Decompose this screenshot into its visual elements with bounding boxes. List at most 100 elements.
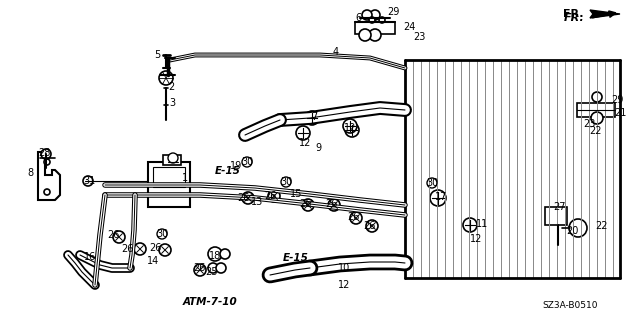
Text: 12: 12 xyxy=(470,234,482,244)
Text: 2: 2 xyxy=(168,82,174,92)
Text: 23: 23 xyxy=(413,32,425,42)
Text: 9: 9 xyxy=(315,143,321,153)
Polygon shape xyxy=(590,10,620,18)
Circle shape xyxy=(370,10,380,20)
Text: 7: 7 xyxy=(311,112,317,122)
Circle shape xyxy=(345,123,359,137)
Text: 22: 22 xyxy=(589,126,602,136)
Text: 5: 5 xyxy=(154,50,160,60)
Text: 10: 10 xyxy=(338,263,350,273)
Text: 26: 26 xyxy=(299,199,311,209)
Text: ATM-7-10: ATM-7-10 xyxy=(182,297,237,307)
Text: 12: 12 xyxy=(344,123,356,133)
Text: 13: 13 xyxy=(251,197,263,207)
Text: 19: 19 xyxy=(230,161,242,171)
Text: 3: 3 xyxy=(169,98,175,108)
Text: 26: 26 xyxy=(193,263,205,273)
Circle shape xyxy=(208,263,218,273)
Text: SZ3A-B0510: SZ3A-B0510 xyxy=(542,300,598,309)
Text: 6: 6 xyxy=(355,13,361,23)
Circle shape xyxy=(220,249,230,259)
Text: 28: 28 xyxy=(38,148,50,158)
Circle shape xyxy=(242,157,252,167)
Circle shape xyxy=(366,220,378,232)
Text: 23: 23 xyxy=(583,119,595,129)
Text: FR.: FR. xyxy=(564,13,585,23)
Circle shape xyxy=(427,178,437,188)
Bar xyxy=(148,162,190,207)
Text: 27: 27 xyxy=(553,202,565,212)
Circle shape xyxy=(157,229,167,239)
Bar xyxy=(577,103,615,117)
Circle shape xyxy=(369,17,375,23)
Text: 16: 16 xyxy=(84,252,96,262)
Text: FR.: FR. xyxy=(563,9,583,19)
Text: 17: 17 xyxy=(435,192,447,202)
Text: 18: 18 xyxy=(209,251,221,261)
Circle shape xyxy=(159,71,173,85)
Circle shape xyxy=(296,126,310,140)
Circle shape xyxy=(305,111,319,125)
Circle shape xyxy=(463,218,477,232)
Circle shape xyxy=(281,177,291,187)
Circle shape xyxy=(362,10,372,20)
Text: E-15: E-15 xyxy=(215,166,241,176)
Circle shape xyxy=(44,159,50,165)
Circle shape xyxy=(350,212,362,224)
Text: 15: 15 xyxy=(290,189,302,199)
Text: 26: 26 xyxy=(107,230,119,240)
Text: E-15: E-15 xyxy=(283,253,309,263)
Circle shape xyxy=(343,119,357,133)
Text: 4: 4 xyxy=(333,47,339,57)
Circle shape xyxy=(159,244,171,256)
Circle shape xyxy=(134,243,146,255)
Text: 14: 14 xyxy=(147,256,159,266)
Bar xyxy=(355,22,395,34)
Text: 12: 12 xyxy=(299,138,311,148)
Circle shape xyxy=(168,153,178,163)
Circle shape xyxy=(591,112,603,124)
Text: 29: 29 xyxy=(611,95,623,105)
Text: 26: 26 xyxy=(149,243,161,253)
Circle shape xyxy=(359,29,371,41)
Text: 8: 8 xyxy=(27,168,33,178)
Text: 30: 30 xyxy=(280,177,292,187)
Text: 24: 24 xyxy=(403,22,415,32)
Text: 21: 21 xyxy=(614,108,626,118)
Text: 26: 26 xyxy=(264,191,276,201)
Circle shape xyxy=(369,29,381,41)
Circle shape xyxy=(379,17,385,23)
Text: 29: 29 xyxy=(387,7,399,17)
Circle shape xyxy=(569,219,587,237)
Text: 31: 31 xyxy=(83,176,95,186)
Text: 30: 30 xyxy=(156,229,168,239)
Text: 20: 20 xyxy=(566,226,578,236)
Circle shape xyxy=(83,176,93,186)
Text: 25: 25 xyxy=(205,267,218,277)
Circle shape xyxy=(194,264,206,276)
Circle shape xyxy=(328,199,340,211)
Text: 26: 26 xyxy=(347,212,359,222)
Text: 12: 12 xyxy=(338,280,350,290)
Text: 26: 26 xyxy=(237,193,249,203)
Text: 22: 22 xyxy=(595,221,607,231)
Text: 30: 30 xyxy=(426,178,438,188)
Circle shape xyxy=(208,247,222,261)
Circle shape xyxy=(242,192,254,204)
Text: 26: 26 xyxy=(363,221,375,231)
Bar xyxy=(163,155,181,165)
Circle shape xyxy=(592,92,602,102)
Text: 1: 1 xyxy=(182,173,188,183)
Circle shape xyxy=(302,199,314,211)
Circle shape xyxy=(41,149,51,159)
Text: 26: 26 xyxy=(325,199,337,209)
Circle shape xyxy=(216,263,226,273)
Circle shape xyxy=(113,231,125,243)
Text: 30: 30 xyxy=(241,157,253,167)
Circle shape xyxy=(430,190,446,206)
Circle shape xyxy=(44,189,50,195)
Circle shape xyxy=(268,190,280,202)
Text: 11: 11 xyxy=(476,219,488,229)
Bar xyxy=(153,167,185,187)
Text: 26: 26 xyxy=(121,244,133,254)
